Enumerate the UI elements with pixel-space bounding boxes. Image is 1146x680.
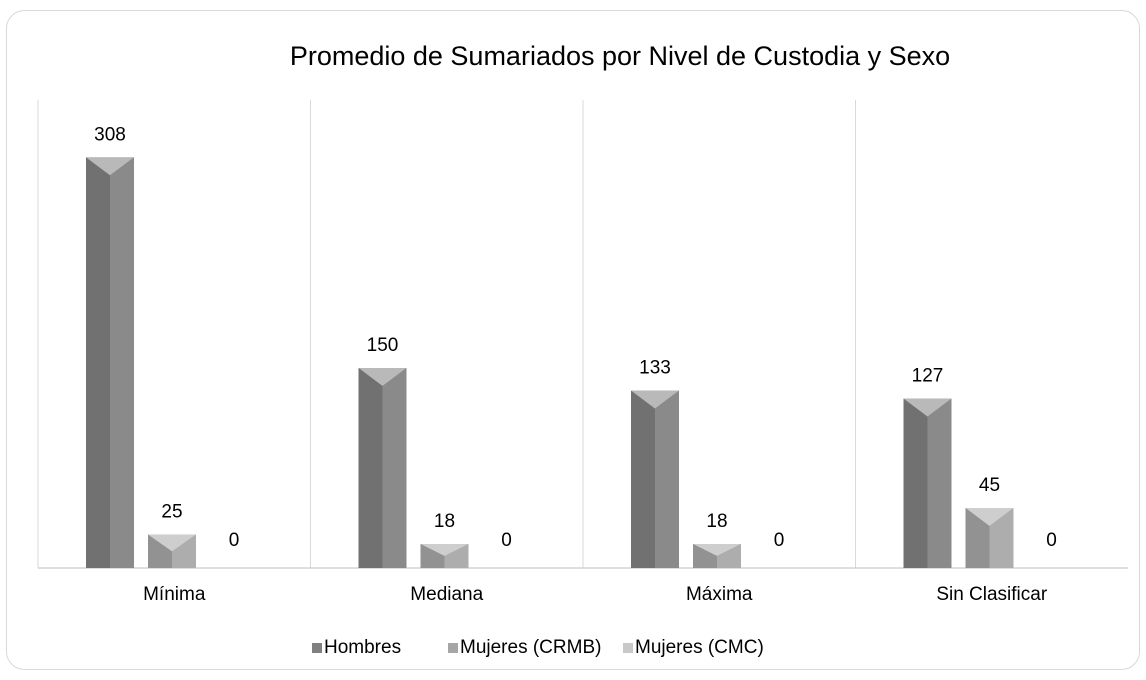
bar-bevel [717,544,741,568]
bar-bevel [382,368,407,568]
bar-bevel [358,368,383,568]
legend-label: Hombres [324,637,401,658]
chart-title: Promedio de Sumariados por Nivel de Cust… [290,41,950,71]
data-label: 45 [979,475,1000,496]
bar [965,508,1014,568]
data-label: 0 [229,530,240,551]
bar-bevel [86,157,134,176]
bar [86,157,134,569]
bar-bevel [110,157,134,569]
bar-bevel [655,390,679,568]
bar-bevel [927,398,952,568]
bar-bevel [965,508,1014,526]
bar-bevel [172,534,196,568]
bar-bevel [420,544,469,556]
bar-bevel [989,508,1014,568]
bar [693,544,741,568]
legend-label: Mujeres (CMC) [635,637,764,658]
bar-bevel [903,398,928,568]
legend-swatch [448,643,458,653]
x-tick-label: Sin Clasificar [936,584,1048,605]
data-label: 308 [94,124,126,145]
bar-bevel [965,508,990,568]
data-label: 133 [639,358,671,379]
data-label: 18 [706,511,727,532]
bar-bevel [420,544,445,568]
x-tick-label: Mínima [143,584,206,605]
legend-swatch [312,643,322,653]
bar-bevel [693,544,741,556]
x-tick-label: Máxima [686,584,753,605]
bar-bevel [631,390,655,568]
chart-frame [6,10,1140,670]
data-label: 0 [501,530,512,551]
bar-bevel [148,534,196,552]
data-label: 25 [161,502,182,523]
data-label: 127 [912,366,944,387]
data-label: 0 [1046,530,1057,551]
legend-label: Mujeres (CRMB) [460,637,601,658]
data-label: 18 [434,511,455,532]
bar [631,390,679,568]
bar [148,534,196,568]
bar-bevel [444,544,469,568]
bar-bevel [86,157,110,569]
bar-bevel [903,398,952,417]
bar [903,398,952,568]
legend-swatch [623,643,633,653]
x-tick-label: Mediana [410,584,483,605]
data-label: 0 [774,530,785,551]
bar-bevel [631,390,679,409]
bar [420,544,469,568]
data-label: 150 [367,335,399,356]
bar-bevel [693,544,717,568]
bar-bevel [148,534,172,568]
bar-bevel [358,368,407,386]
bar [358,368,407,568]
